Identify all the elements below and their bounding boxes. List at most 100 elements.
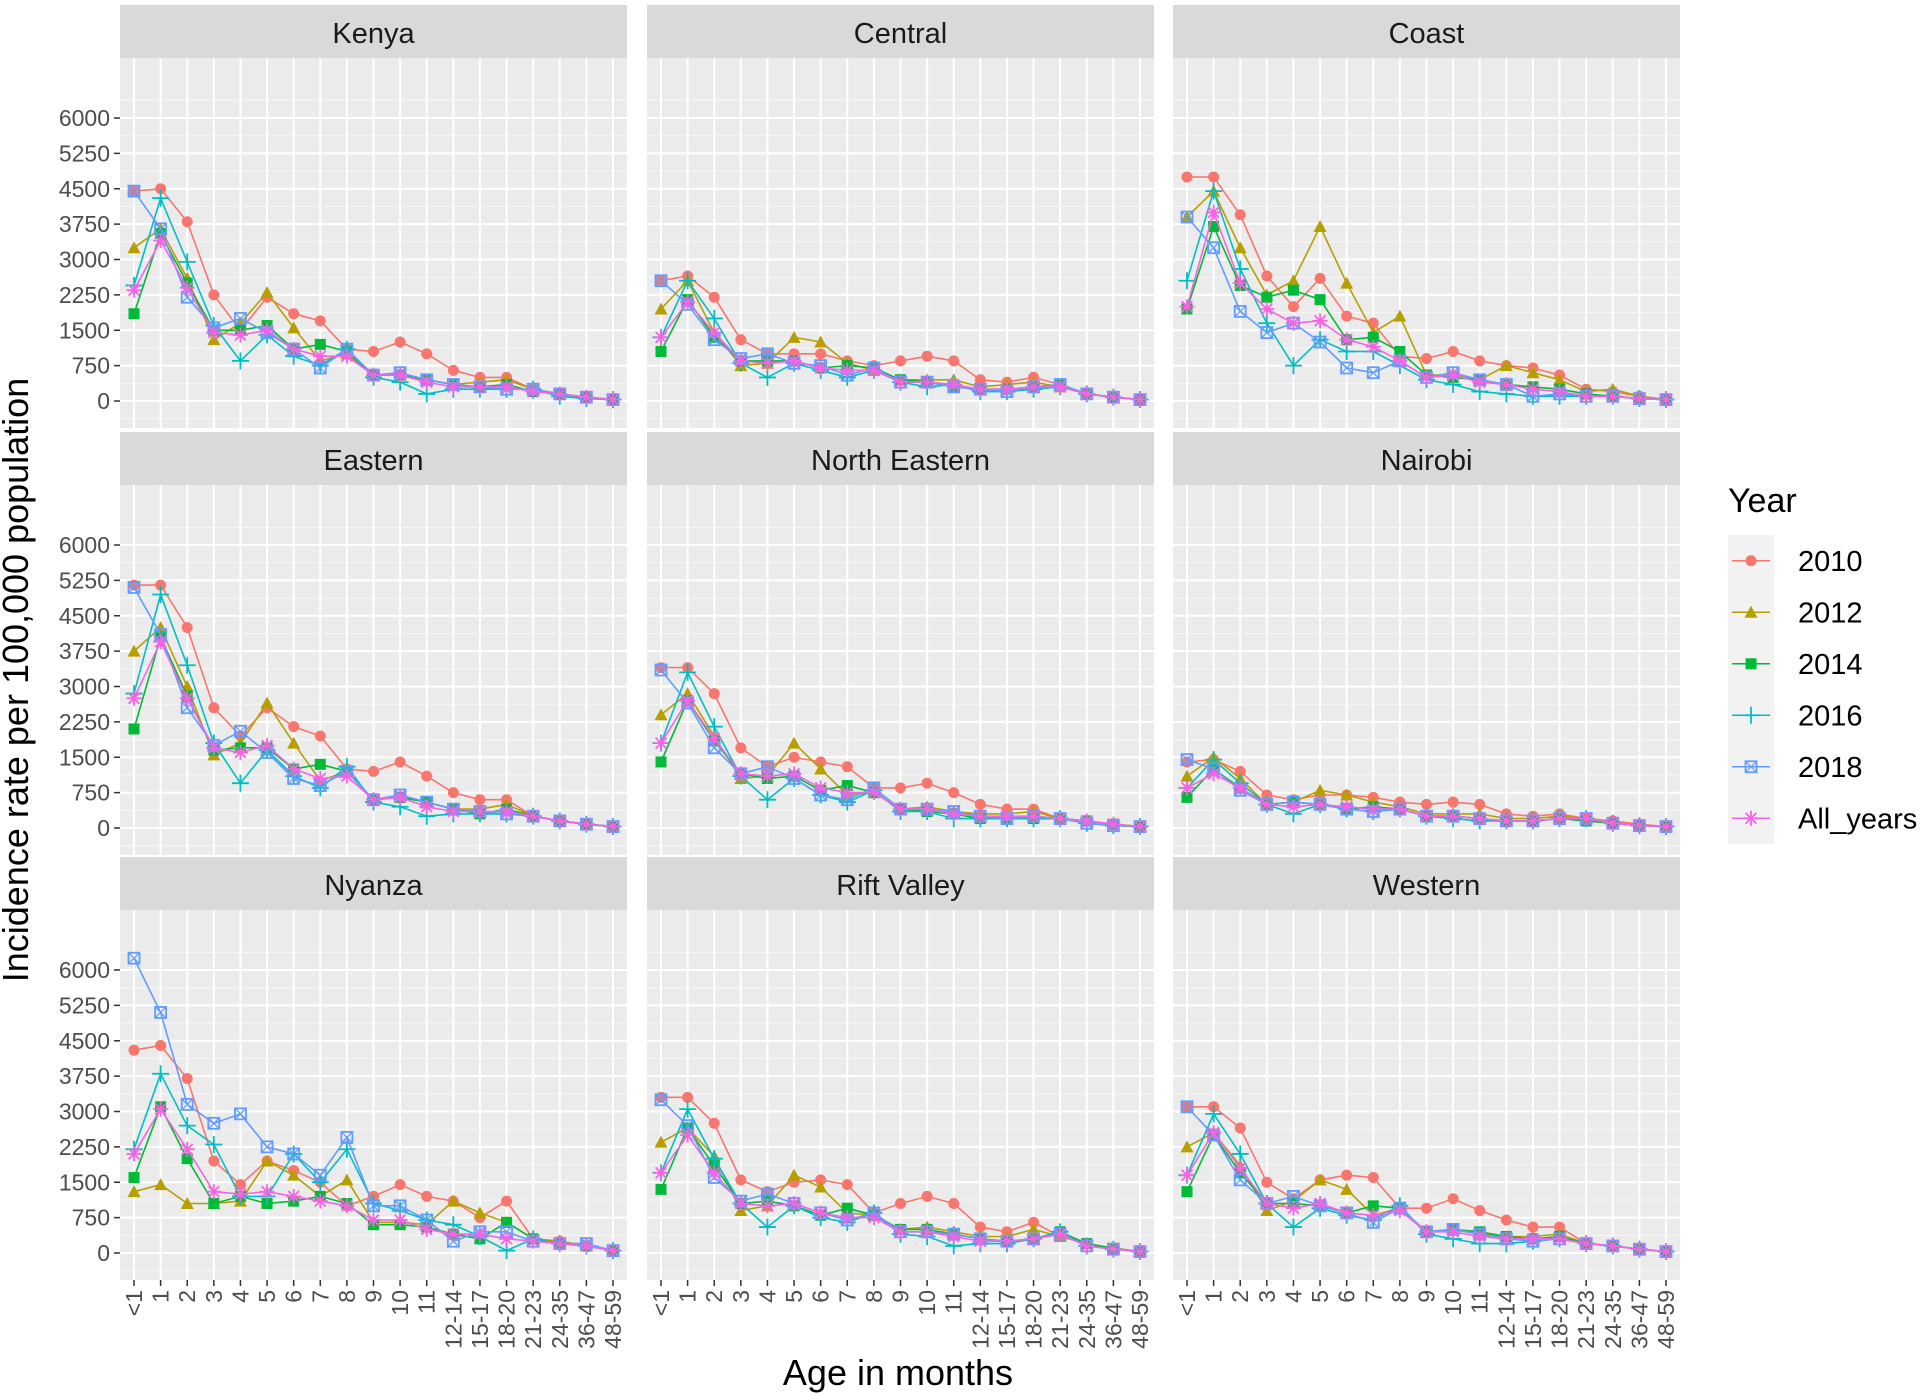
data-point — [1365, 1207, 1381, 1223]
data-point — [1340, 1182, 1354, 1195]
data-point — [232, 327, 248, 343]
data-point — [287, 1168, 301, 1181]
x-tick-label: 18-20 — [494, 1290, 520, 1349]
data-point — [1498, 1231, 1514, 1247]
series-all-years — [653, 1127, 1148, 1260]
data-point — [1553, 373, 1567, 386]
data-point — [1180, 753, 1194, 767]
data-point — [178, 253, 196, 271]
data-point — [155, 579, 167, 591]
data-point — [1658, 392, 1674, 408]
series-all-years — [126, 1101, 621, 1259]
data-point — [314, 730, 326, 742]
x-tick-label: 6 — [281, 1290, 307, 1303]
data-point — [421, 1190, 433, 1202]
data-point — [653, 1165, 669, 1181]
data-point — [1179, 299, 1195, 315]
data-point — [1605, 388, 1621, 404]
data-point — [234, 1179, 246, 1191]
data-point — [232, 745, 248, 761]
y-tick-label: 1500 — [59, 744, 110, 770]
data-point — [394, 336, 406, 348]
data-point — [1499, 359, 1513, 372]
data-point — [1179, 780, 1195, 796]
data-point — [1181, 171, 1193, 183]
data-point — [207, 1116, 221, 1130]
data-point — [866, 785, 882, 801]
x-tick-label: 10 — [387, 1290, 413, 1316]
data-point — [1498, 376, 1514, 392]
data-point — [153, 233, 169, 249]
data-point — [1339, 332, 1355, 348]
data-point — [232, 1186, 248, 1202]
series-all-years — [1179, 766, 1674, 835]
data-point — [605, 819, 621, 835]
data-point — [1474, 1205, 1486, 1217]
x-tick-label: 48-59 — [600, 1290, 626, 1349]
x-tick-label: 12-14 — [967, 1290, 993, 1349]
x-tick-label: 36-47 — [1100, 1290, 1126, 1349]
data-point — [1079, 1238, 1095, 1254]
x-tick-label: 2 — [1227, 1290, 1253, 1303]
legend-key-marker — [1744, 760, 1758, 774]
data-point — [312, 1193, 328, 1209]
data-point — [472, 1226, 488, 1242]
data-point — [1526, 366, 1540, 379]
data-point — [1233, 304, 1247, 318]
data-point — [286, 1188, 302, 1204]
data-point — [841, 1202, 853, 1214]
data-point — [895, 782, 906, 794]
data-point — [605, 392, 621, 408]
y-tick-label: 6000 — [59, 532, 110, 558]
data-point — [814, 1180, 828, 1193]
data-point — [1367, 1172, 1379, 1184]
data-point — [286, 761, 302, 777]
data-point — [366, 1212, 381, 1228]
legend-item-2016: 2016 — [1728, 689, 1863, 741]
data-point — [706, 1165, 722, 1181]
x-tick-label: 3 — [728, 1290, 754, 1303]
data-point — [1340, 788, 1354, 801]
data-point — [974, 374, 986, 386]
series-all-years — [653, 294, 1148, 408]
data-point — [1284, 1218, 1302, 1236]
legend-item-2012: 2012 — [1728, 586, 1863, 638]
data-point — [1445, 1224, 1461, 1240]
x-tick-label: 12-14 — [1493, 1290, 1519, 1349]
data-point — [499, 379, 515, 395]
data-point — [893, 801, 908, 817]
data-point — [1419, 808, 1434, 824]
data-point — [653, 329, 669, 345]
data-point — [525, 808, 541, 824]
y-tick-label: 750 — [72, 780, 110, 806]
data-point — [208, 289, 220, 301]
data-point — [895, 1197, 906, 1209]
data-point — [1105, 816, 1121, 832]
data-point — [655, 756, 667, 768]
data-point — [1178, 272, 1196, 290]
data-point — [205, 1136, 223, 1154]
data-point — [473, 1206, 487, 1219]
data-point — [1421, 353, 1432, 365]
data-point — [1392, 353, 1408, 369]
data-point — [1525, 813, 1541, 829]
data-point — [866, 362, 882, 378]
panel-title: North Eastern — [811, 445, 990, 477]
x-tick-label: 8 — [1387, 1290, 1413, 1303]
data-point — [1472, 811, 1488, 827]
x-tick-label: 3 — [201, 1290, 227, 1303]
data-point — [1180, 1100, 1194, 1114]
data-point — [1472, 374, 1488, 390]
data-point — [1445, 808, 1461, 824]
data-point — [1260, 326, 1274, 340]
legend-item-2014: 2014 — [1728, 638, 1863, 690]
data-point — [1474, 798, 1486, 810]
data-point — [181, 622, 193, 634]
data-point — [1261, 1176, 1273, 1188]
data-point — [126, 282, 142, 298]
data-point — [787, 330, 801, 343]
x-tick-label: 15-17 — [467, 1290, 493, 1349]
gridlines — [120, 485, 627, 855]
x-tick-label: 4 — [227, 1290, 253, 1303]
data-point — [1339, 799, 1355, 815]
